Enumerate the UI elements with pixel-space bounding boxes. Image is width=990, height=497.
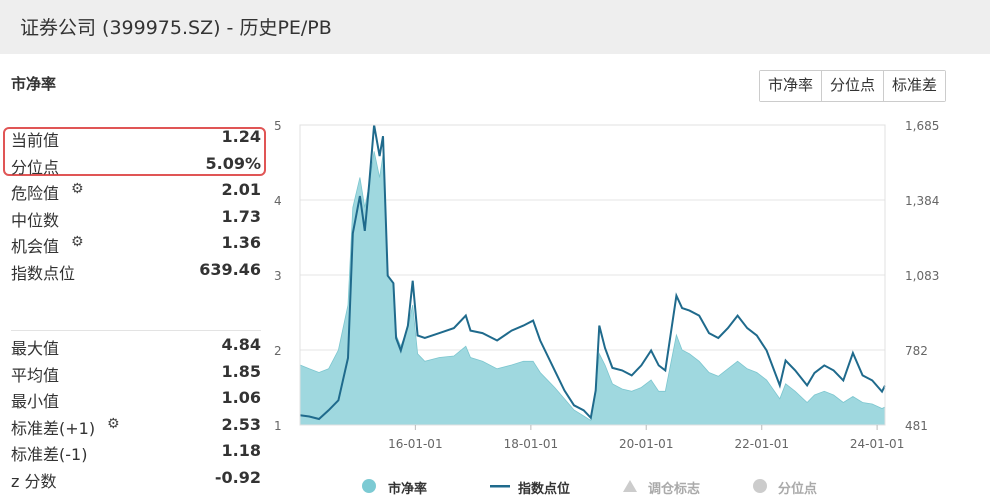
y-right-tick-label: 1,384 <box>905 194 939 208</box>
pb-legend-swatch-icon <box>362 479 376 493</box>
stat-row: 最大值 4.84 <box>11 333 261 359</box>
stat-label: 危险值 <box>11 184 60 204</box>
gear-icon[interactable]: ⚙ <box>107 415 120 432</box>
tab-std-dev[interactable]: 标准差 <box>884 71 946 101</box>
stat-row: 危险值 ⚙ 2.01 <box>11 178 261 204</box>
stat-row: 指数点位 639.46 <box>11 258 261 284</box>
stat-row: 标准差(+1) ⚙ 2.53 <box>11 413 261 439</box>
stat-row: 中位数 1.73 <box>11 205 261 231</box>
y-axis-left: 1 2 3 4 5 <box>274 119 282 433</box>
stat-label: 机会值 <box>11 237 60 257</box>
stat-row: 标准差(-1) 1.18 <box>11 439 261 465</box>
circle-icon <box>753 479 767 493</box>
stat-label: 最小值 <box>11 392 60 412</box>
stat-value: 639.46 <box>199 260 261 279</box>
y-right-tick-label: 481 <box>905 419 928 433</box>
gear-icon[interactable]: ⚙ <box>71 181 84 198</box>
title-bar: 证券公司 (399975.SZ) - 历史PE/PB <box>0 0 990 54</box>
stat-row: z 分数 -0.92 <box>11 466 261 492</box>
stat-value: 1.24 <box>221 127 261 146</box>
stat-value: 1.36 <box>221 233 261 253</box>
view-tabs: 市净率 分位点 标准差 <box>759 70 947 102</box>
section-title: 市净率 <box>11 75 57 93</box>
y-axis-right: 481 782 1,083 1,384 1,685 <box>905 119 939 433</box>
stat-value: 5.09% <box>205 153 261 173</box>
stat-row: 机会值 ⚙ 1.36 <box>11 231 261 257</box>
stat-value: 1.18 <box>221 441 261 461</box>
index-legend-swatch-icon <box>490 485 510 488</box>
legend-label-pb: 市净率 <box>388 482 428 497</box>
stat-label: 分位点 <box>11 157 60 177</box>
stat-value: 1.73 <box>221 206 261 226</box>
stat-row: 分位点 5.09% <box>11 152 261 178</box>
stat-label: 当前值 <box>11 131 60 150</box>
y-right-tick-label: 1,685 <box>905 119 939 133</box>
stat-label: 标准差(-1) <box>11 445 88 465</box>
window-title: 证券公司 (399975.SZ) - 历史PE/PB <box>20 17 332 39</box>
highlight-box <box>3 127 266 176</box>
stat-label: 最大值 <box>11 339 60 358</box>
x-tick-label: 22-01-01 <box>735 437 789 451</box>
gear-icon[interactable]: ⚙ <box>71 234 84 251</box>
y-left-tick-label: 4 <box>274 194 282 208</box>
y-left-tick-label: 3 <box>274 269 282 283</box>
stat-label: z 分数 <box>11 472 57 491</box>
stat-label: 中位数 <box>11 210 60 230</box>
legend-label-index: 指数点位 <box>518 482 571 497</box>
stat-label: 平均值 <box>11 365 60 385</box>
stat-value: 4.84 <box>221 335 261 354</box>
index-line-series <box>299 124 886 421</box>
stat-row: 当前值 1.24 <box>11 125 261 151</box>
y-left-tick-label: 1 <box>274 419 282 433</box>
legend-label-rebalance: 调仓标志 <box>648 482 701 497</box>
y-left-tick-label: 2 <box>274 344 282 358</box>
triangle-icon <box>623 480 637 492</box>
legend-label-percentile: 分位点 <box>778 482 818 497</box>
x-tick-label: 20-01-01 <box>619 437 673 451</box>
x-tick-label: 18-01-01 <box>504 437 558 451</box>
stat-value: 1.06 <box>221 388 261 408</box>
pb-area-series <box>299 151 886 426</box>
stat-row: 最小值 1.06 <box>11 386 261 412</box>
plot-area-border <box>299 124 886 426</box>
stat-value: 2.53 <box>221 414 261 434</box>
stat-label: 标准差(+1) <box>11 418 96 438</box>
tab-percentile[interactable]: 分位点 <box>822 71 885 101</box>
y-right-tick-label: 1,083 <box>905 269 939 283</box>
y-left-tick-label: 5 <box>274 119 282 133</box>
stat-value: -0.92 <box>214 468 261 487</box>
y-right-tick-label: 782 <box>905 344 928 358</box>
stat-row: 平均值 1.85 <box>11 360 261 386</box>
stats-divider <box>11 330 261 331</box>
x-tick-label: 16-01-01 <box>388 437 442 451</box>
x-tick-label: 24-01-01 <box>850 437 904 451</box>
stat-value: 1.85 <box>221 361 261 381</box>
x-axis: 16-01-01 18-01-01 20-01-01 22-01-01 24-01-01 <box>388 425 904 451</box>
stat-label: 指数点位 <box>11 264 76 283</box>
tab-pb[interactable]: 市净率 <box>760 71 823 101</box>
stat-value: 2.01 <box>221 180 261 200</box>
